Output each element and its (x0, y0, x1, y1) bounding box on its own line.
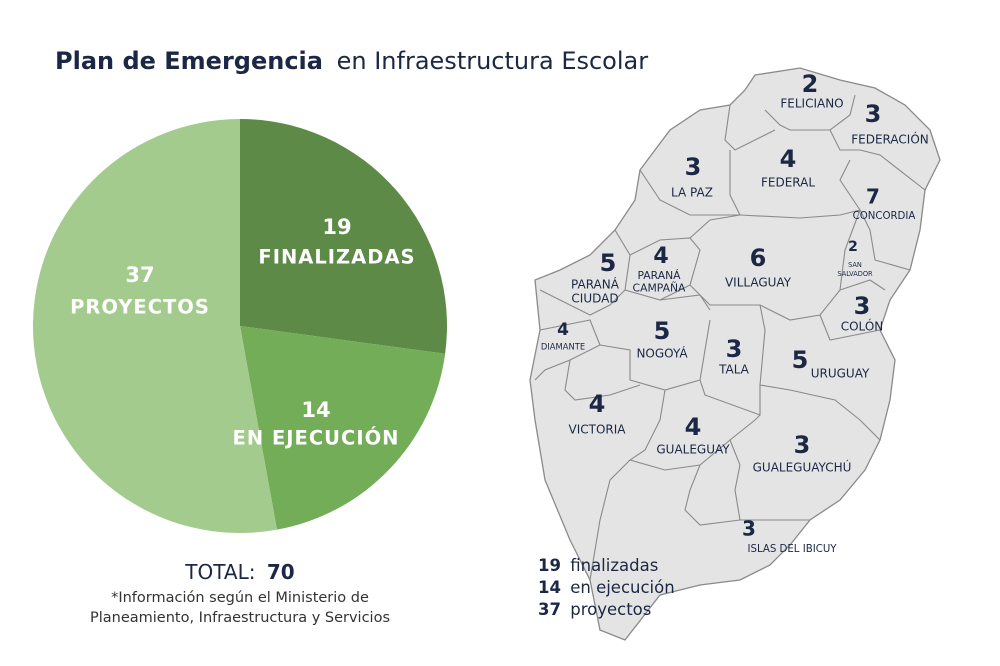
title-rest: en Infraestructura Escolar (337, 47, 649, 75)
department-count: 2 (848, 239, 858, 255)
summary-label: en ejecución (570, 578, 674, 597)
department-name: PARANÁ (571, 277, 620, 292)
department-name: LA PAZ (671, 186, 713, 200)
department-name: ISLAS DEL IBICUY (747, 544, 837, 555)
summary-count: 19 (538, 556, 561, 575)
department-name: SAN (848, 261, 862, 269)
total-label: TOTAL: (184, 560, 255, 584)
summary-count: 37 (538, 600, 561, 619)
summary-line: 19 finalizadas (538, 556, 658, 575)
department-count: 3 (794, 431, 811, 459)
department-count: 6 (750, 244, 767, 272)
department-name: TALA (718, 363, 750, 377)
department-name: FEDERACIÓN (851, 132, 929, 147)
department-count: 4 (653, 244, 668, 269)
title-bold: Plan de Emergencia (55, 47, 323, 75)
department-count: 3 (726, 335, 743, 363)
summary-line: 14 en ejecución (538, 578, 675, 597)
slice-label: PROYECTOS (70, 296, 210, 319)
department-name: VILLAGUAY (725, 276, 792, 290)
department-name: DIAMANTE (541, 342, 585, 352)
total-value: 70 (267, 560, 295, 584)
department-count: 5 (654, 317, 671, 345)
department-name: NOGOYÁ (636, 346, 688, 361)
footnote-line: *Información según el Ministerio de (111, 590, 369, 606)
department-name: URUGUAY (811, 367, 870, 381)
pie-chart: 19 FINALIZADAS 14 EN EJECUCIÓN 37 PROYECTOS (32, 119, 447, 533)
pie-slice (240, 119, 447, 354)
footnote-line: Planeamiento, Infraestructura y Servicio… (90, 610, 390, 626)
department-count: 3 (685, 153, 702, 181)
summary-label: proyectos (570, 600, 651, 619)
department-count: 5 (600, 249, 617, 277)
department-count: 2 (802, 70, 819, 98)
department-name: COLÓN (841, 319, 884, 334)
total: TOTAL: 70 (184, 560, 294, 584)
department-count: 3 (854, 292, 871, 320)
department-name: GUALEGUAY (656, 443, 730, 457)
department-name: CAMPAÑA (633, 282, 687, 295)
pie-slice (32, 119, 277, 533)
department-count: 4 (589, 390, 606, 418)
department-name: PARANÁ (637, 269, 681, 282)
department-count: 7 (866, 185, 880, 209)
department-count: 4 (780, 145, 797, 173)
slice-value: 14 (301, 398, 330, 422)
department-count: 3 (742, 517, 756, 541)
summary-label: finalizadas (570, 556, 658, 575)
map-outline (529, 67, 941, 641)
pie-slice (240, 326, 446, 530)
summary-count: 14 (538, 578, 561, 597)
department-name: FELICIANO (780, 97, 843, 111)
title: Plan de Emergencia en Infraestructura Es… (55, 47, 648, 75)
department-name: VICTORIA (569, 423, 627, 437)
slice-label: EN EJECUCIÓN (233, 426, 400, 450)
department-name: SALVADOR (837, 270, 873, 278)
department-name: GUALEGUAYCHÚ (753, 460, 852, 475)
department-name: CIUDAD (571, 292, 618, 306)
slice-label: FINALIZADAS (258, 246, 415, 269)
department-count: 3 (865, 100, 882, 128)
summary-line: 37 proyectos (538, 600, 651, 619)
department-name: CONCORDIA (853, 211, 916, 222)
department-count: 4 (685, 413, 702, 441)
slice-value: 37 (125, 263, 154, 287)
department-count: 5 (792, 346, 809, 374)
department-borders (534, 94, 926, 581)
department-name: FEDERAL (761, 176, 815, 190)
slice-value: 19 (322, 215, 351, 239)
department-count: 4 (557, 320, 569, 340)
